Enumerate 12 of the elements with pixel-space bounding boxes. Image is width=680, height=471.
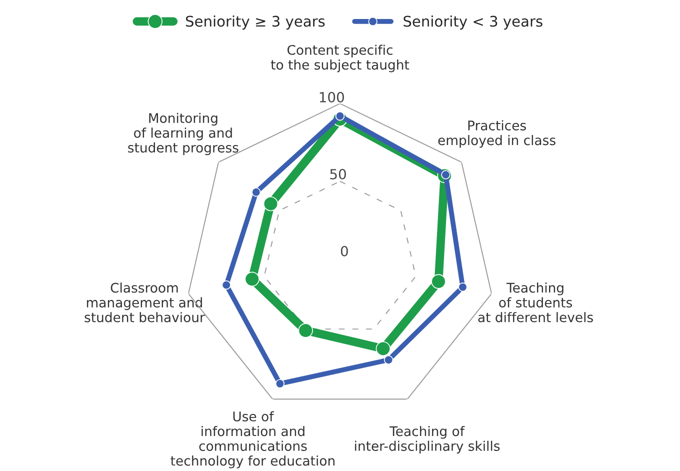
spoke-label: Use of information and communications technology for education [170,411,334,468]
spoke-label: Classroom management and student behaviour [84,282,205,322]
y-tick-label: 100 [320,92,344,102]
y-tick-label: 0 [340,246,348,256]
legend-label: Seniority ≥ 3 years [186,15,325,30]
legend-label: Seniority < 3 years [404,15,542,30]
spoke-label: Practices employed in class [438,120,556,148]
spoke-label: Content specific to the subject taught [270,44,410,72]
spoke-label: Teaching of inter-disciplinary skills [355,426,500,454]
spoke-label: Monitoring of learning and student progress [128,112,238,156]
y-tick-label: 50 [330,168,346,180]
spoke-label: Teaching of students at different levels [478,282,593,322]
